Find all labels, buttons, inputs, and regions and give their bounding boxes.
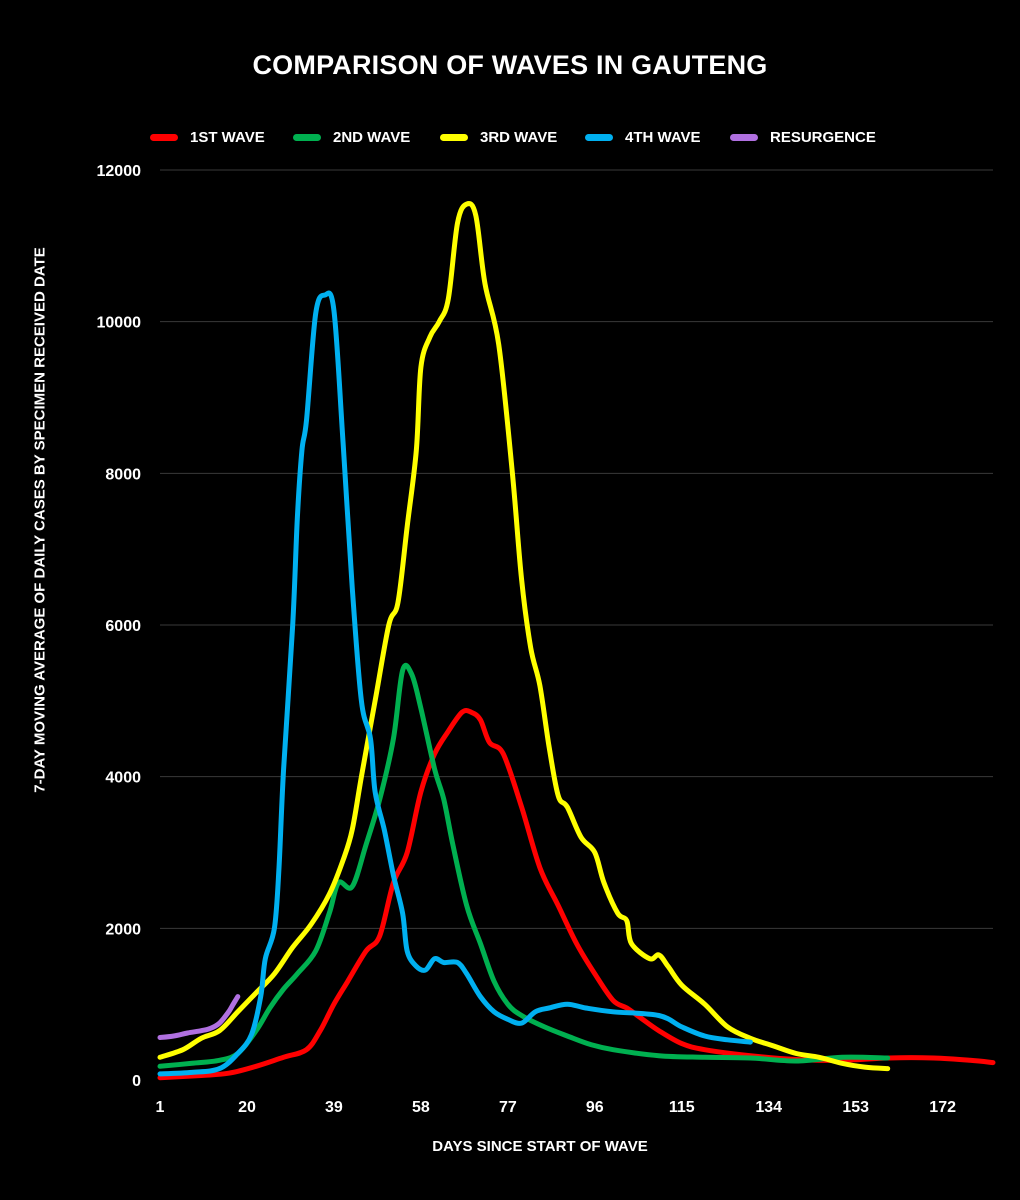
y-tick-label: 4000 xyxy=(105,770,141,787)
y-tick-label: 12000 xyxy=(97,163,142,180)
legend: 1ST WAVE 2ND WAVE 3RD WAVE 4TH WAVE RESU… xyxy=(0,126,1020,148)
legend-swatch-4th-wave xyxy=(585,133,613,141)
legend-label-2nd-wave: 2ND WAVE xyxy=(333,128,411,146)
series-line-1st-wave xyxy=(157,707,996,1081)
x-axis-ticks: 1 20 39 58 77 96 115 134 153 172 xyxy=(156,1099,957,1116)
series-line-4th-wave xyxy=(157,290,753,1077)
legend-label-1st-wave: 1ST WAVE xyxy=(190,128,265,146)
x-tick-label: 134 xyxy=(755,1099,782,1116)
legend-label-4th-wave: 4TH WAVE xyxy=(625,128,701,146)
x-tick-label: 20 xyxy=(238,1099,256,1116)
x-tick-label: 172 xyxy=(929,1099,956,1116)
series-line-resurgence xyxy=(157,994,241,1040)
x-tick-label: 77 xyxy=(499,1099,517,1116)
y-tick-label: 2000 xyxy=(105,921,141,938)
y-axis-label-text: 7-DAY MOVING AVERAGE OF DAILY CASES BY S… xyxy=(31,247,49,793)
series-lines xyxy=(157,201,996,1081)
x-tick-label: 115 xyxy=(669,1099,695,1116)
legend-swatch-1st-wave xyxy=(150,133,178,141)
legend-item-resurgence: RESURGENCE xyxy=(730,126,876,148)
legend-swatch-3rd-wave xyxy=(440,133,468,141)
x-axis-label: DAYS SINCE START OF WAVE xyxy=(432,1138,648,1155)
y-tick-label: 10000 xyxy=(97,315,142,332)
y-tick-label: 0 xyxy=(132,1073,141,1090)
x-tick-label: 39 xyxy=(325,1099,343,1116)
legend-item-3rd-wave: 3RD WAVE xyxy=(440,126,557,148)
legend-item-2nd-wave: 2ND WAVE xyxy=(293,126,410,148)
x-tick-label: 1 xyxy=(156,1099,165,1116)
grid-lines xyxy=(160,169,993,929)
y-tick-label: 8000 xyxy=(105,466,141,483)
y-axis-ticks: 0 2000 4000 6000 8000 10000 12000 xyxy=(97,163,142,1090)
y-tick-label: 6000 xyxy=(105,618,141,635)
legend-swatch-2nd-wave xyxy=(293,133,321,141)
legend-swatch-resurgence xyxy=(730,133,758,141)
x-tick-label: 153 xyxy=(842,1099,869,1116)
legend-label-3rd-wave: 3RD WAVE xyxy=(480,128,558,146)
legend-item-4th-wave: 4TH WAVE xyxy=(585,126,701,148)
x-tick-label: 58 xyxy=(412,1099,430,1116)
chart-title: COMPARISON OF WAVES IN GAUTENG xyxy=(252,50,768,80)
series-line-2nd-wave xyxy=(157,662,891,1069)
series-line-3rd-wave xyxy=(157,201,891,1072)
legend-label-resurgence: RESURGENCE xyxy=(770,128,876,146)
legend-item-1st-wave: 1ST WAVE xyxy=(150,126,265,148)
x-tick-label: 96 xyxy=(586,1099,604,1116)
